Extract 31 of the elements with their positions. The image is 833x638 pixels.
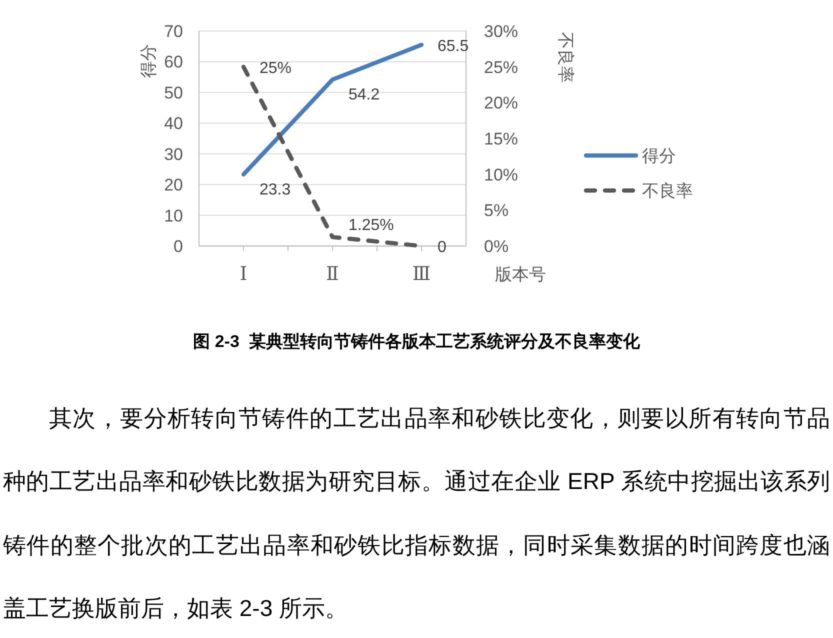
data-label: 54.2 xyxy=(348,86,380,104)
y2-tick-label: 20% xyxy=(484,94,518,113)
y2-tick-label: 10% xyxy=(484,165,518,184)
data-label: 23.3 xyxy=(260,181,291,198)
y-tick-label: 30 xyxy=(164,144,183,164)
y2-tick-label: 0% xyxy=(484,237,509,256)
y-tick-label: 10 xyxy=(164,206,183,226)
y2-tick-label: 5% xyxy=(484,201,509,220)
x-axis-title: 版本号 xyxy=(495,265,546,284)
y2-tick-label: 25% xyxy=(484,58,518,77)
x-tick-label: Ⅲ xyxy=(412,264,431,285)
y2-axis-title: 不良率 xyxy=(556,32,575,83)
y-tick-label: 40 xyxy=(164,114,183,134)
x-tick-label: Ⅰ xyxy=(240,264,248,285)
data-label: 1.25% xyxy=(348,217,394,234)
data-label: 65.5 xyxy=(438,38,469,55)
y-tick-label: 20 xyxy=(164,176,183,195)
data-label: 0 xyxy=(438,239,446,256)
text: 其次，要分析转向节铸件的工艺出品率和砂铁比变化，则要以所有转向节品种的工艺出品率和砂铁比数据为研究目标。通过在企业 ERP 系统中挖掘出该系列铸件的整个批次的工艺出品率和砂铁比指标数据，同时采集数据的时间跨度也涵盖工艺换版前后，如表 2-3 所示。 xyxy=(3,405,830,621)
y-tick-label: 50 xyxy=(164,83,183,102)
text: 图 2-3 某典型转向节铸件各版本工艺系统评分及不良率变化 xyxy=(193,332,641,351)
y2-tick-label: 30% xyxy=(484,22,518,41)
y-axis-title: 得分 xyxy=(139,44,158,78)
legend-label: 不良率 xyxy=(642,182,693,200)
y2-tick-label: 15% xyxy=(484,130,518,148)
y-tick-label: 0 xyxy=(174,237,183,256)
x-tick-label: Ⅱ xyxy=(326,264,339,285)
data-label: 25% xyxy=(260,60,292,77)
y-tick-label: 70 xyxy=(164,22,183,41)
legend-label: 得分 xyxy=(642,146,676,166)
y-tick-label: 60 xyxy=(164,52,183,72)
